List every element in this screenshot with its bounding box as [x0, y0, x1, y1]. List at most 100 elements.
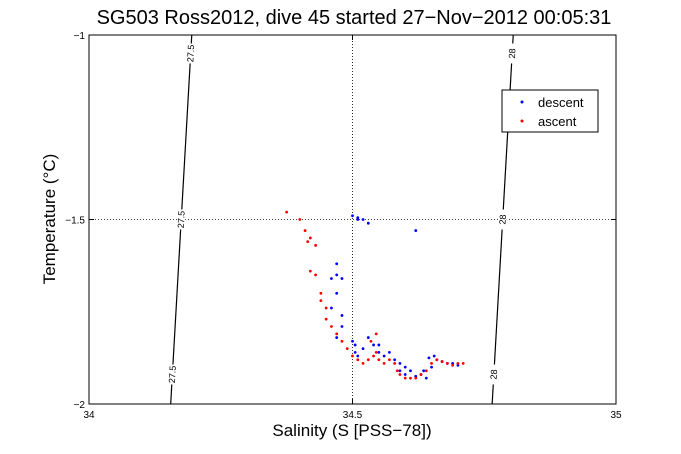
ascent-point-36 — [445, 362, 449, 365]
descent-point-18 — [356, 354, 360, 358]
legend: descent ascent — [501, 89, 599, 133]
ascent-point-38 — [456, 362, 460, 365]
contour-label-1-0: 28 — [489, 369, 500, 380]
ascent-point-15 — [345, 347, 349, 351]
x-tick-label-2: 35 — [610, 410, 622, 421]
ascent-point-17 — [356, 358, 360, 362]
ascent-point-37 — [451, 363, 455, 367]
ascent-point-9 — [319, 299, 323, 303]
contour-label-1-1: 28 — [497, 214, 508, 225]
descent-point-41 — [422, 369, 426, 373]
ascent-point-0 — [285, 210, 289, 214]
ascent-point-22 — [377, 358, 381, 362]
grid — [89, 35, 616, 404]
contour-label-bg-0-1 — [176, 209, 186, 230]
descent-point-13 — [340, 325, 344, 328]
descent-point-22 — [377, 350, 381, 354]
descent-point-14 — [335, 336, 339, 339]
ascent-point-24 — [387, 358, 391, 362]
legend-box — [501, 89, 599, 133]
ascent-point-10 — [324, 306, 328, 310]
ascent-point-6 — [308, 269, 312, 273]
contour-label-bg-0-2 — [186, 43, 196, 64]
descent-point-25 — [387, 350, 391, 354]
descent-point-6 — [335, 262, 339, 266]
ascent-point-18 — [361, 362, 365, 365]
descent-point-19 — [361, 347, 365, 351]
descent-point-39 — [403, 373, 407, 376]
ascent-point-30 — [414, 376, 418, 380]
contour-label-0-0: 27.5 — [167, 365, 178, 383]
x-tick-label-0: 34 — [83, 410, 95, 421]
ascent-point-32 — [424, 369, 428, 373]
descent-point-11 — [330, 306, 333, 310]
axis-ticks: 34 34.5 35 −2 −1.5 −1 — [65, 31, 622, 421]
ascent-point-28 — [403, 376, 407, 380]
ascent-point-2 — [303, 229, 307, 232]
data-points — [285, 210, 465, 380]
descent-point-20 — [366, 336, 370, 339]
ascent-point-8 — [319, 291, 323, 295]
descent-point-24 — [382, 354, 386, 358]
ascent-point-20 — [372, 354, 375, 358]
descent-point-7 — [335, 273, 339, 277]
ascent-point-25 — [393, 362, 397, 365]
descent-point-38 — [398, 369, 402, 373]
descent-point-16 — [353, 343, 357, 347]
descent-point-17 — [353, 350, 357, 354]
contour-label-0-1: 27.5 — [176, 210, 187, 228]
descent-point-15 — [351, 339, 354, 343]
y-tick-label-0: −2 — [74, 400, 86, 411]
ascent-point-39 — [461, 362, 465, 365]
ascent-point-16 — [351, 354, 354, 358]
legend-descent-label: descent — [538, 95, 584, 110]
ascent-point-11 — [324, 317, 328, 321]
descent-point-23 — [377, 343, 381, 347]
ascent-point-41 — [369, 339, 373, 343]
descent-point-5 — [356, 218, 360, 221]
contour-label-bg-1-0 — [489, 364, 499, 385]
descent-point-32 — [430, 365, 433, 369]
descent-point-12 — [340, 314, 344, 317]
descent-point-2 — [361, 218, 365, 221]
descent-point-21 — [372, 343, 375, 347]
contour-label-0-2: 27.5 — [185, 44, 196, 62]
contour-label-1-2: 28 — [507, 48, 518, 59]
descent-point-29 — [409, 369, 412, 373]
ascent-point-27 — [398, 373, 402, 376]
ascent-point-5 — [314, 243, 318, 247]
ascent-point-4 — [306, 240, 310, 244]
ascent-point-3 — [308, 236, 312, 240]
ascent-point-1 — [298, 218, 302, 221]
ascent-point-40 — [374, 332, 378, 336]
descent-point-8 — [340, 277, 344, 280]
ascent-point-35 — [440, 360, 444, 363]
ascent-point-31 — [419, 373, 423, 376]
legend-ascent-label: ascent — [538, 114, 577, 129]
ascent-point-33 — [430, 362, 433, 365]
contour-label-bg-0-0 — [167, 364, 177, 385]
ascent-point-14 — [340, 339, 344, 343]
ascent-point-23 — [382, 362, 386, 365]
x-tick-label-1: 34.5 — [343, 410, 363, 421]
legend-descent-marker — [520, 100, 524, 104]
descent-point-31 — [424, 376, 428, 380]
descent-point-4 — [414, 229, 418, 232]
legend-ascent-marker — [520, 119, 524, 123]
ascent-point-29 — [409, 376, 412, 380]
ascent-point-21 — [374, 350, 378, 354]
contour-label-bg-1-1 — [498, 209, 508, 230]
descent-point-0 — [351, 214, 354, 218]
descent-point-28 — [403, 365, 407, 369]
density-contours: 27.5 27.5 27.5 28 28 28 — [167, 34, 518, 405]
contour-label-bg-1-2 — [507, 43, 517, 64]
descent-point-26 — [393, 358, 397, 362]
x-axis-label: Salinity (S [PSS−78]) — [272, 421, 431, 440]
chart-title: SG503 Ross2012, dive 45 started 27−Nov−2… — [97, 7, 612, 29]
ascent-point-13 — [335, 332, 339, 336]
descent-point-3 — [366, 221, 370, 225]
y-axis-label: Temperature (°C) — [40, 154, 59, 285]
ascent-point-7 — [314, 273, 318, 277]
